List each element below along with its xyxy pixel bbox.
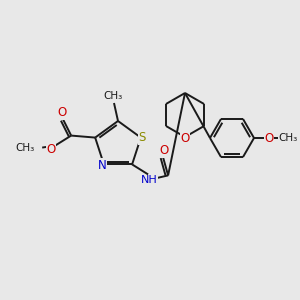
Text: CH₃: CH₃ [103,91,123,101]
Text: O: O [180,131,190,145]
Text: CH₃: CH₃ [278,133,298,143]
Text: O: O [160,144,169,157]
Text: O: O [46,143,56,156]
Text: S: S [138,131,146,144]
Text: O: O [264,131,274,145]
Text: CH₃: CH₃ [15,142,34,153]
Text: O: O [58,106,67,119]
Text: NH: NH [141,176,158,185]
Text: N: N [98,159,106,172]
